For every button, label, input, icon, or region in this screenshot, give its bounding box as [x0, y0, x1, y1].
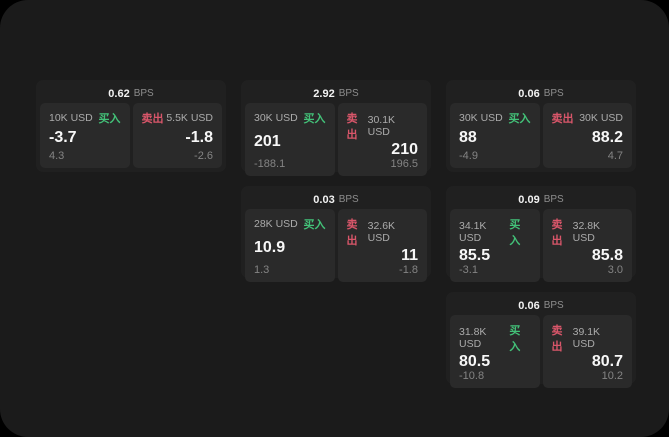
bps-unit-label: BPS [338, 194, 359, 205]
buy-side-label: 买入 [303, 113, 326, 125]
buy-price: 201 [254, 133, 281, 150]
buy-size: 31.8K USD [459, 326, 487, 350]
buy-panel[interactable]: 30K USD 买入 201 -188.1 [245, 103, 335, 176]
sell-size: 32.8K USD [572, 220, 601, 244]
bps-header: 0.06 BPS [450, 84, 632, 103]
sell-price: 11 [401, 247, 418, 264]
sell-sub-value: -1.8 [399, 264, 418, 276]
buy-price: 10.9 [254, 239, 286, 256]
bps-value: 0.62 [108, 87, 130, 100]
quote-card: 0.09 BPS 34.1K USD 买入 85.5 -3.1 卖出 [446, 186, 636, 282]
buy-price: 88 [459, 129, 477, 146]
sell-panel[interactable]: 卖出 32.6K USD 11 -1.8 [337, 209, 427, 282]
buy-sub-value: -188.1 [254, 158, 286, 170]
bps-unit-label: BPS [543, 300, 564, 311]
buy-price: 85.5 [459, 247, 491, 264]
bps-value: 0.09 [518, 193, 540, 206]
quote-card: 0.62 BPS 10K USD 买入 -3.7 4.3 卖出 [36, 80, 226, 172]
quote-card-grid: 0.62 BPS 10K USD 买入 -3.7 4.3 卖出 [36, 80, 636, 388]
sell-size: 32.6K USD [367, 220, 396, 244]
bps-unit-label: BPS [133, 88, 154, 99]
sell-side-label: 卖出 [551, 113, 574, 125]
sell-price: 85.8 [591, 247, 623, 264]
sell-price: -1.8 [185, 129, 213, 146]
sell-side-label: 卖出 [141, 113, 164, 125]
bps-unit-label: BPS [338, 88, 359, 99]
sell-price: 80.7 [591, 353, 623, 370]
bps-value: 0.06 [518, 299, 540, 312]
buy-panel[interactable]: 10K USD 买入 -3.7 4.3 [40, 103, 130, 168]
sell-price: 88.2 [591, 129, 623, 146]
buy-side-label: 买入 [303, 219, 326, 231]
sell-sub-value: 10.2 [601, 370, 623, 382]
quote-card: 0.03 BPS 28K USD 买入 10.9 1.3 卖出 [241, 186, 431, 282]
buy-panel[interactable]: 28K USD 买入 10.9 1.3 [245, 209, 335, 282]
bps-header: 0.06 BPS [450, 296, 632, 315]
buy-panel[interactable]: 30K USD 买入 88 -4.9 [450, 103, 540, 168]
sell-side-label: 卖出 [346, 113, 358, 141]
bps-header: 0.62 BPS [40, 84, 222, 103]
sell-size: 39.1K USD [572, 326, 601, 350]
quote-card: 0.06 BPS 30K USD 买入 88 -4.9 卖出 [446, 80, 636, 172]
buy-side-label: 买入 [509, 325, 521, 353]
sell-size: 5.5K USD [166, 112, 213, 124]
sell-panel[interactable]: 卖出 32.8K USD 85.8 3.0 [542, 209, 632, 282]
buy-size: 30K USD [459, 112, 503, 124]
buy-side-label: 买入 [508, 113, 531, 125]
bps-header: 2.92 BPS [245, 84, 427, 103]
buy-panel[interactable]: 34.1K USD 买入 85.5 -3.1 [450, 209, 540, 282]
sell-size: 30K USD [579, 112, 623, 124]
sell-panel[interactable]: 卖出 30K USD 88.2 4.7 [542, 103, 632, 168]
sell-side-label: 卖出 [346, 219, 358, 247]
buy-sub-value: -3.1 [459, 264, 478, 276]
sell-size: 30.1K USD [367, 114, 396, 138]
buy-panel[interactable]: 31.8K USD 买入 80.5 -10.8 [450, 315, 540, 388]
bps-header: 0.09 BPS [450, 190, 632, 209]
buy-size: 10K USD [49, 112, 93, 124]
buy-size: 34.1K USD [459, 220, 487, 244]
buy-size: 28K USD [254, 218, 298, 230]
sell-sub-value: 3.0 [607, 264, 623, 276]
sell-panel[interactable]: 卖出 5.5K USD -1.8 -2.6 [132, 103, 222, 168]
buy-sub-value: 4.3 [49, 150, 65, 162]
bps-value: 2.92 [313, 87, 335, 100]
sell-sub-value: -2.6 [194, 150, 213, 162]
bps-value: 0.06 [518, 87, 540, 100]
sell-price: 210 [391, 141, 418, 158]
sell-sub-value: 196.5 [390, 158, 418, 170]
sell-sub-value: 4.7 [607, 150, 623, 162]
buy-sub-value: -10.8 [459, 370, 485, 382]
sell-panel[interactable]: 卖出 30.1K USD 210 196.5 [337, 103, 427, 176]
buy-sub-value: 1.3 [254, 264, 270, 276]
sell-side-label: 卖出 [551, 325, 563, 353]
bps-unit-label: BPS [543, 194, 564, 205]
buy-price: -3.7 [49, 129, 77, 146]
sell-panel[interactable]: 卖出 39.1K USD 80.7 10.2 [542, 315, 632, 388]
buy-side-label: 买入 [509, 219, 521, 247]
buy-side-label: 买入 [98, 113, 121, 125]
buy-price: 80.5 [459, 353, 491, 370]
sell-side-label: 卖出 [551, 219, 563, 247]
bps-unit-label: BPS [543, 88, 564, 99]
quote-card: 0.06 BPS 31.8K USD 买入 80.5 -10.8 卖 [446, 292, 636, 388]
buy-sub-value: -4.9 [459, 150, 478, 162]
bps-value: 0.03 [313, 193, 335, 206]
bps-header: 0.03 BPS [245, 190, 427, 209]
buy-size: 30K USD [254, 112, 298, 124]
quote-card: 2.92 BPS 30K USD 买入 201 -188.1 卖出 [241, 80, 431, 176]
